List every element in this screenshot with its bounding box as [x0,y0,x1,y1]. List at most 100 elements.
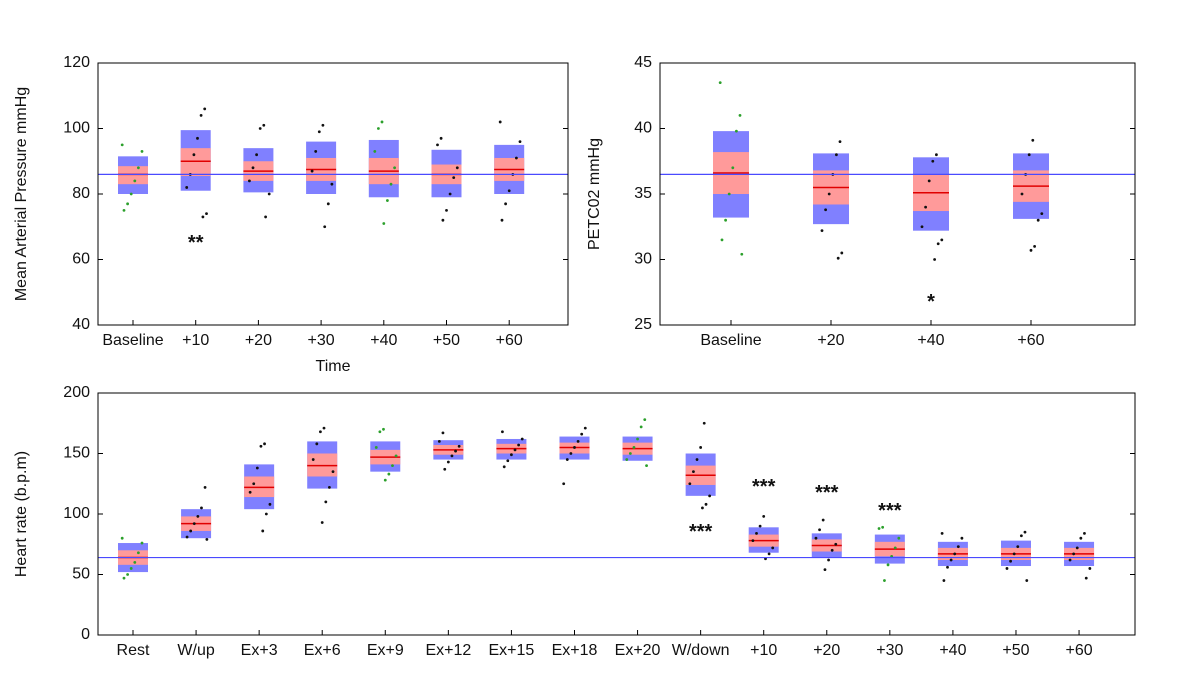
x-tick-label: +20 [245,332,272,349]
data-point [315,442,319,446]
x-tick-label: +10 [182,332,209,349]
y-tick-label: 25 [634,316,652,333]
y-tick-label: 100 [63,505,90,522]
data-point [310,169,314,173]
data-point [268,502,272,506]
data-point [738,114,742,117]
data-point [394,454,398,458]
x-tick-label: +50 [433,332,460,349]
data-point [1084,576,1088,580]
x-tick-label: +40 [917,332,944,349]
data-point [321,123,325,127]
y-tick-label: 200 [63,384,90,401]
data-point [573,446,576,449]
data-point [436,143,439,147]
data-point [255,153,258,157]
data-point [311,458,315,461]
x-tick-label: +30 [876,642,903,659]
x-tick-label: Rest [117,642,150,659]
data-point [455,166,459,170]
data-point [192,153,196,157]
data-point [931,159,935,163]
data-point [203,485,207,489]
data-point [520,437,524,441]
y-tick-label: 45 [634,54,652,71]
data-point [946,565,949,569]
data-point [378,430,382,434]
y-tick-label: 150 [63,445,90,462]
data-point [735,129,738,133]
plot-frame [97,392,1136,636]
data-point [515,156,518,160]
data-point [326,202,330,206]
data-point [827,192,831,196]
data-point [319,430,322,434]
data-point [133,179,137,183]
data-point [446,460,450,464]
data-point [441,218,445,222]
data-point [205,212,208,216]
data-point [699,446,703,449]
data-point [320,521,324,524]
annotation: *** [878,500,902,522]
data-point [382,427,385,431]
data-point [258,127,262,130]
data-point [185,535,189,539]
x-tick-label: +20 [817,332,844,349]
annotation: * [927,291,935,313]
x-tick-label: +40 [370,332,397,349]
x-tick-label: Ex+18 [552,642,598,659]
data-point [122,208,126,212]
data-point [517,443,521,447]
x-tick-label: Baseline [102,332,163,349]
data-point [1079,536,1083,540]
data-point [203,107,207,111]
data-point [205,538,209,541]
data-point [1020,192,1024,196]
data-point [323,225,327,229]
data-point [374,446,378,449]
data-point [331,470,335,474]
data-point [373,150,377,153]
x-tick-label: Ex+6 [304,642,341,659]
data-point [935,153,938,157]
data-point [199,114,203,117]
y-tick-label: 30 [634,251,652,268]
data-point [264,512,268,516]
data-point [387,472,391,476]
data-point [840,251,844,255]
y-tick-label: 50 [72,566,90,583]
data-point [500,218,504,222]
data-point [836,256,840,260]
data-point [506,459,510,463]
y-axis-label: Heart rate (b.p.m) [13,451,30,577]
y-tick-label: 60 [72,251,90,268]
data-point [1025,579,1029,582]
data-point [1075,546,1079,550]
data-point [452,176,456,180]
data-point [820,229,824,233]
x-tick-label: Ex+3 [241,642,278,659]
data-point [695,458,699,461]
data-point [261,529,265,533]
annotation: *** [689,521,713,543]
data-point [498,120,502,124]
x-axis-label: Time [316,358,351,375]
x-tick-label: W/up [177,642,214,659]
data-point [322,426,326,430]
data-point [1083,531,1086,535]
plot-frame [659,62,1136,326]
data-point [393,166,396,170]
data-point [751,539,755,543]
data-point [834,542,838,546]
data-point [382,222,386,225]
x-tick-label: W/down [672,642,730,659]
data-point [317,130,321,134]
data-point [389,182,393,186]
data-point [513,448,517,452]
data-point [580,432,584,436]
data-point [838,140,842,144]
data-point [507,189,511,193]
data-point [767,552,771,556]
